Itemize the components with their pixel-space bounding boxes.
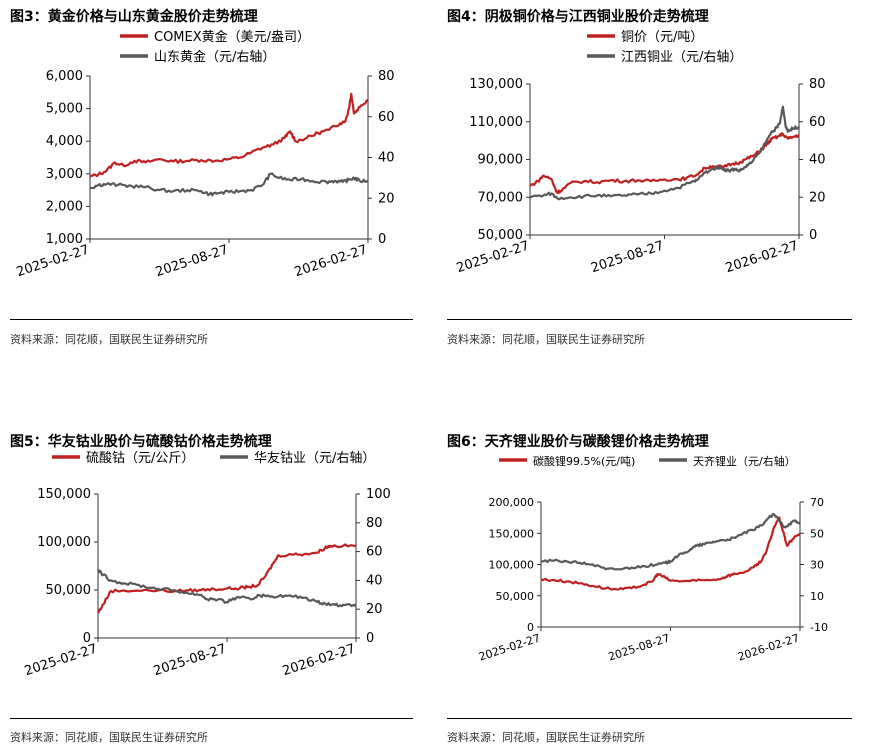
legend-label: 山东黄金（元/右轴） <box>154 49 275 65</box>
y-left-tick-label: 2,000 <box>46 199 83 214</box>
y-left-tick-label: 50,000 <box>478 228 524 243</box>
source-note: 资料来源：同花顺，国联民生证券研究所 <box>447 333 645 346</box>
y-right-tick-label: 40 <box>378 151 395 166</box>
y-right-tick-label: 50 <box>810 527 824 540</box>
x-tick-label: 2025-08-27 <box>607 631 672 663</box>
y-left-tick-label: 110,000 <box>469 115 523 130</box>
y-left-tick-label: 50,000 <box>496 590 535 603</box>
x-tick-label: 2025-08-27 <box>589 239 665 277</box>
y-left-tick-label: 150,000 <box>489 527 535 540</box>
bottom-rule <box>447 718 852 719</box>
legend-label: 碳酸锂99.5%(元/吨) <box>533 454 635 468</box>
y-left-tick-label: 100,000 <box>37 535 91 550</box>
y-left-tick-label: 4,000 <box>46 134 83 149</box>
y-right-tick-label: 20 <box>366 602 383 617</box>
legend-label: 江西铜业（元/右轴） <box>621 50 742 65</box>
y-left-tick-label: 0 <box>83 631 91 646</box>
chart-panel-cobalt: 图5：华友钴业股价与硫酸钴价格走势梳理 0 50,000 100,000 150,00… <box>10 431 415 749</box>
chart-title: 图3：黄金价格与山东黄金股价走势梳理 <box>10 9 258 25</box>
y-left-tick-label: 5,000 <box>46 102 83 117</box>
y-right-tick-label: 0 <box>366 631 374 646</box>
y-right-tick-label: 30 <box>810 559 824 572</box>
x-tick-label: 2025-02-27 <box>15 243 91 281</box>
y-left-tick-label: 1,000 <box>46 232 83 247</box>
y-left-tick-label: 6,000 <box>46 69 83 84</box>
y-right-tick-label: 60 <box>366 545 383 560</box>
bottom-rule <box>447 319 852 320</box>
x-tick-label: 2025-02-27 <box>477 631 542 663</box>
y-right-tick-label: 60 <box>378 110 395 125</box>
series-line-primary <box>529 132 800 195</box>
y-right-tick-label: 0 <box>809 228 817 243</box>
y-left-tick-label: 3,000 <box>46 167 83 182</box>
x-tick-label: 2026-02-27 <box>724 239 800 277</box>
source-note: 资料来源：同花顺，国联民生证券研究所 <box>447 731 645 744</box>
x-tick-label: 2025-02-27 <box>455 239 531 277</box>
legend-label: 硫酸钴（元/公斤） <box>86 451 194 466</box>
chart-panel-lithium: 图6：天齐锂业股价与碳酸锂价格走势梳理 0 50,000 100,000 150,00… <box>447 431 857 749</box>
series-line-secondary <box>89 172 369 197</box>
y-left-tick-label: 70,000 <box>478 190 524 205</box>
series-line-primary <box>89 92 369 178</box>
y-right-tick-label: 40 <box>366 573 383 588</box>
y-right-tick-label: 100 <box>366 487 391 502</box>
legend-label: 天齐锂业（元/右轴） <box>693 454 796 468</box>
series-line-secondary <box>541 512 801 571</box>
y-left-tick-label: 0 <box>527 621 534 634</box>
y-right-tick-label: 20 <box>809 190 826 205</box>
chart-svg-cobalt: 0 50,000 100,000 150,000 0 20 40 60 80 100 2025-02… <box>23 450 391 680</box>
y-left-tick-label: 90,000 <box>478 153 524 168</box>
x-tick-label: 2025-08-27 <box>152 642 228 680</box>
bottom-rule <box>10 718 413 719</box>
chart-title: 图4：阴极铜价格与江西铜业股价走势梳理 <box>447 9 709 25</box>
y-right-tick-label: 70 <box>810 496 824 509</box>
legend-label: 华友钴业（元/右轴） <box>254 450 375 466</box>
chart-panel-copper: 图4：阴极铜价格与江西铜业股价走势梳理 50,000 70,000 90,000 11… <box>447 6 857 351</box>
chart-title: 图5：华友钴业股价与硫酸钴价格走势梳理 <box>10 434 272 450</box>
series-line-secondary <box>97 569 357 608</box>
x-tick-label: 2025-08-27 <box>154 243 230 281</box>
y-right-tick-label: 40 <box>809 153 826 168</box>
x-tick-label: 2026-02-27 <box>736 631 801 663</box>
source-note: 资料来源：同花顺，国联民生证券研究所 <box>10 333 208 346</box>
legend-label: COMEX黄金（美元/盎司） <box>154 29 310 45</box>
y-left-tick-label: 200,000 <box>489 496 535 509</box>
chart-svg-lithium: 0 50,000 100,000 150,000 200,000 -10 10 30 50 70 2… <box>477 454 828 664</box>
chart-title: 图6：天齐锂业股价与碳酸锂价格走势梳理 <box>447 434 709 450</box>
series-line-secondary <box>529 105 800 201</box>
y-right-tick-label: 80 <box>366 516 383 531</box>
y-right-tick-label: 10 <box>810 590 824 603</box>
chart-panel-gold: 图3：黄金价格与山东黄金股价走势梳理 1,000 2,000 3,000 4,000 5… <box>10 6 415 351</box>
x-tick-label: 2026-02-27 <box>293 243 369 281</box>
chart-svg-copper: 50,000 70,000 90,000 110,000 130,000 0 20 40 60 8… <box>455 30 826 277</box>
bottom-rule <box>10 319 413 320</box>
y-left-tick-label: 50,000 <box>46 583 92 598</box>
y-right-tick-label: 80 <box>809 77 826 92</box>
legend-label: 铜价（元/吨） <box>621 30 703 45</box>
x-tick-label: 2026-02-27 <box>281 642 357 680</box>
chart-svg-gold: 1,000 2,000 3,000 4,000 5,000 6,000 0 20 40 60 80 2… <box>15 29 395 281</box>
y-right-tick-label: -10 <box>810 621 828 634</box>
y-left-tick-label: 130,000 <box>469 77 523 92</box>
series-line-primary <box>97 543 357 614</box>
y-left-tick-label: 100,000 <box>489 559 535 572</box>
x-tick-label: 2025-02-27 <box>23 642 99 680</box>
y-right-tick-label: 0 <box>378 232 386 247</box>
series-line-primary <box>540 516 801 591</box>
y-right-tick-label: 80 <box>378 69 395 84</box>
y-left-tick-label: 150,000 <box>37 487 91 502</box>
y-right-tick-label: 20 <box>378 191 395 206</box>
y-right-tick-label: 60 <box>809 115 826 130</box>
source-note: 资料来源：同花顺，国联民生证券研究所 <box>10 731 208 744</box>
